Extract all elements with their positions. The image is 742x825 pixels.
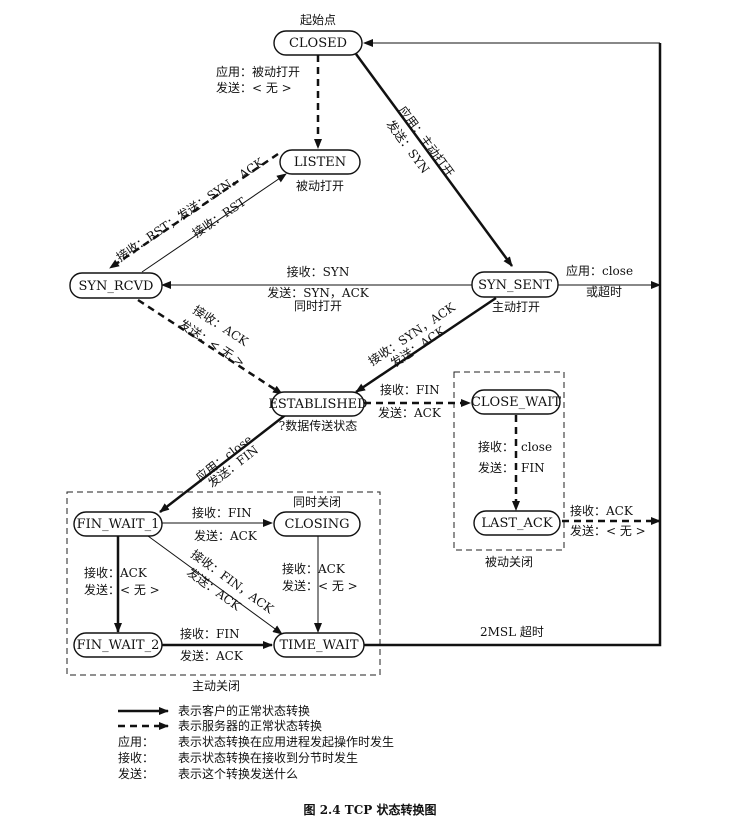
state-last-ack: LAST_ACK — [473, 510, 561, 536]
state-label: LAST_ACK — [481, 516, 552, 531]
edge-finwait1-timewait — [147, 535, 283, 635]
label-send-synack: 发送：SYN，ACK — [267, 285, 369, 300]
note-data-transfer: ?数据传送状态 — [279, 418, 357, 433]
state-label: LISTEN — [294, 155, 346, 170]
legend-app-text: 表示状态转换在应用进程发起操作时发生 — [178, 734, 394, 749]
state-label: CLOSING — [284, 517, 349, 532]
note-active-open: 主动打开 — [492, 300, 540, 314]
edge-synrcvd-established — [137, 298, 283, 396]
label-send-ack: 发送：ACK — [194, 528, 258, 543]
label-send: 发送： — [478, 460, 514, 475]
label-recv-ack: 接收：ACK — [84, 565, 148, 580]
legend-dashed-text: 表示服务器的正常状态转换 — [178, 718, 322, 733]
legend-solid-text: 表示客户的正常状态转换 — [178, 703, 310, 718]
edge-established-finwait1 — [159, 412, 289, 513]
note-start: 起始点 — [300, 13, 336, 27]
label-or-timeout: 或超时 — [586, 284, 622, 299]
state-close-wait: CLOSE_WAIT — [471, 389, 561, 415]
label-recv: 接收： — [478, 439, 514, 454]
state-label: FIN_WAIT_2 — [77, 638, 160, 653]
label-recv-fin: 接收：FIN — [180, 626, 240, 641]
state-closed: CLOSED — [273, 30, 363, 56]
label-close: close — [521, 440, 552, 454]
figure-caption: 图 2.4 TCP 状态转换图 — [304, 802, 437, 817]
note-simul-open: 同时打开 — [294, 299, 342, 313]
state-listen: LISTEN — [279, 149, 361, 175]
label-send-none: 发送：< 无 > — [216, 80, 292, 95]
legend-app-key: 应用： — [118, 734, 154, 749]
state-syn-sent: SYN_SENT — [471, 271, 559, 298]
state-label: CLOSE_WAIT — [471, 395, 561, 410]
state-label: CLOSED — [289, 36, 347, 51]
note-active-close: 主动关闭 — [192, 679, 240, 693]
label-recv-rst-send-synack: 接收：RST；发送：SYN，ACK — [113, 154, 267, 265]
note-passive-open: 被动打开 — [296, 179, 344, 193]
label-send-ack: 发送：ACK — [180, 648, 244, 663]
state-label: SYN_SENT — [478, 278, 552, 293]
label-app-passive-open: 应用：被动打开 — [216, 64, 300, 79]
state-label: ESTABLISHED — [268, 397, 367, 412]
edge-listen-synrcvd — [109, 152, 279, 270]
state-label: FIN_WAIT_1 — [77, 517, 160, 532]
label-send-none: 发送：< 无 > — [570, 523, 646, 538]
edge-timewait-closed — [364, 43, 662, 647]
label-2msl-timeout: 2MSL 超时 — [480, 624, 544, 639]
label-send-none: 发送：< 无 > — [84, 582, 160, 597]
state-time-wait: TIME_WAIT — [273, 632, 365, 658]
label-fin: FIN — [521, 461, 545, 475]
state-label: TIME_WAIT — [279, 638, 358, 653]
state-fin-wait-1: FIN_WAIT_1 — [73, 511, 163, 537]
label-send-ack: 发送：ACK — [378, 405, 442, 420]
legend-send-text: 表示这个转换发送什么 — [178, 766, 298, 781]
label-send-none: 发送：< 无 > — [282, 578, 358, 593]
legend-recv-text: 表示状态转换在接收到分节时发生 — [178, 750, 358, 765]
edge-synrcvd-listen — [141, 173, 287, 273]
legend-recv-key: 接收： — [118, 750, 154, 765]
edge-synsent-established — [355, 296, 497, 394]
label-app-close: 应用：close — [566, 263, 633, 278]
label-recv-fin: 接收：FIN — [380, 382, 440, 397]
active-close-box — [66, 491, 381, 676]
note-simul-close: 同时关闭 — [293, 495, 341, 509]
passive-close-box — [453, 371, 565, 551]
state-syn-rcvd: SYN_RCVD — [69, 272, 163, 299]
edge-closed-synsent — [354, 53, 514, 267]
label-recv-syn: 接收：SYN — [287, 264, 350, 279]
state-closing: CLOSING — [273, 511, 361, 537]
legend-send-key: 发送： — [118, 766, 154, 781]
label-recv-fin: 接收：FIN — [192, 505, 252, 520]
state-fin-wait-2: FIN_WAIT_2 — [73, 632, 163, 658]
state-established: ESTABLISHED — [268, 391, 368, 417]
note-passive-close: 被动关闭 — [485, 555, 533, 569]
label-recv-ack: 接收：ACK — [282, 561, 346, 576]
state-label: SYN_RCVD — [79, 279, 154, 294]
label-recv-ack: 接收：ACK — [570, 503, 634, 518]
